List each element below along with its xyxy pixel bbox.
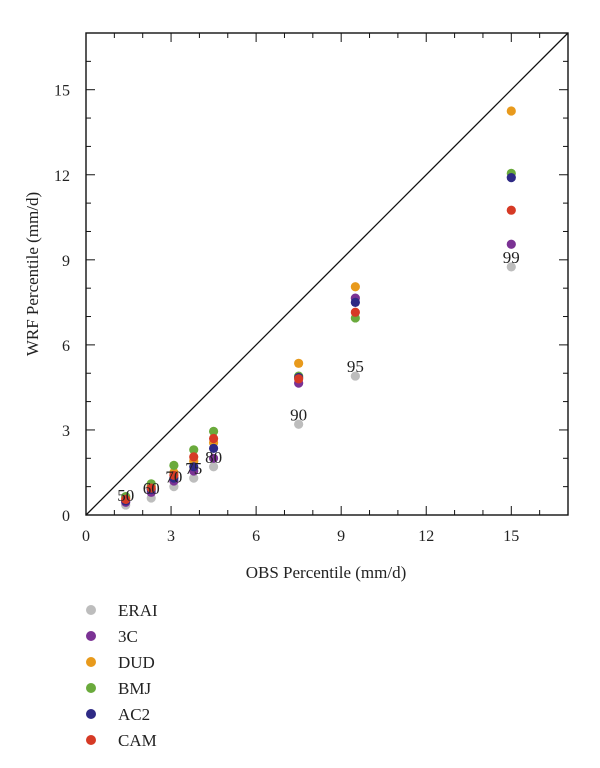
data-point [506,262,516,272]
axes-layer: 0 3 6 9 12 15 0 3 6 9 12 15 [54,32,569,545]
y-tick-label: 6 [62,338,70,355]
legend-label: CAM [118,731,157,750]
data-point [208,443,219,453]
y-tick-label: 3 [62,423,70,440]
data-point [350,282,360,292]
y-tick-label: 0 [62,508,70,525]
legend-label: ERAI [118,601,158,620]
data-point [208,433,219,444]
percentile-label: 90 [290,405,307,424]
legend-item: AC2 [86,705,150,724]
data-point [208,426,219,436]
data-point [350,307,360,317]
legend-item: CAM [86,731,157,750]
y-tick-label: 12 [54,168,70,185]
data-point [189,452,199,462]
legend-marker [86,657,96,667]
percentile-label: 50 [117,486,134,505]
data-point [506,205,516,215]
data-point [350,371,360,381]
points-layer [121,106,516,510]
x-axis-title: OBS Percentile (mm/d) [246,563,407,582]
legend-label: 3C [118,627,138,646]
data-point [350,297,360,307]
x-tick-label: 3 [167,528,175,545]
series-cam [121,205,516,505]
legend-marker [86,605,96,615]
y-axis-title: WRF Percentile (mm/d) [23,192,42,356]
data-point [506,239,516,249]
plot-frame [85,32,569,516]
legend-item: 3C [86,627,138,646]
legend-label: AC2 [118,705,150,724]
x-tick-label: 9 [337,528,345,545]
y-tick-label: 15 [54,83,70,100]
data-point [506,173,516,183]
legend-label: BMJ [118,679,151,698]
legend-marker [86,683,96,693]
x-tick-label: 6 [252,528,260,545]
legend-label: DUD [118,653,155,672]
series-dud [121,106,516,503]
y-tick-label: 9 [62,253,70,270]
percentile-label: 70 [165,468,182,487]
legend-marker [86,709,96,719]
x-tick-label: 15 [503,528,519,545]
data-point [208,453,219,463]
data-point [169,460,179,470]
data-point [121,494,131,505]
x-tick-label: 12 [418,528,434,545]
percentile-label: 80 [205,448,222,467]
data-point [506,106,516,116]
percentile-label: 75 [185,459,202,478]
legend-item: ERAI [86,601,158,620]
data-point [294,358,304,368]
x-tick-label: 0 [82,528,90,545]
percentile-label: 95 [347,357,364,376]
legend-item: BMJ [86,679,151,698]
legend: ERAI 3C DUD BMJ AC2 CAM [86,601,158,750]
data-point [294,374,304,384]
data-point [189,445,199,455]
data-point [146,483,156,493]
series-ac2 [121,173,516,506]
data-point [189,473,199,483]
diagonal-layer [85,32,569,516]
series-bmj [121,168,516,502]
legend-marker [86,631,96,641]
data-point [189,462,199,472]
data-point [169,470,179,480]
percentile-label: 99 [503,248,520,267]
percentile-label: 60 [143,479,160,498]
legend-marker [86,735,96,745]
legend-item: DUD [86,653,155,672]
data-point [208,462,219,472]
one-to-one-line [85,32,569,516]
data-point [294,419,304,429]
